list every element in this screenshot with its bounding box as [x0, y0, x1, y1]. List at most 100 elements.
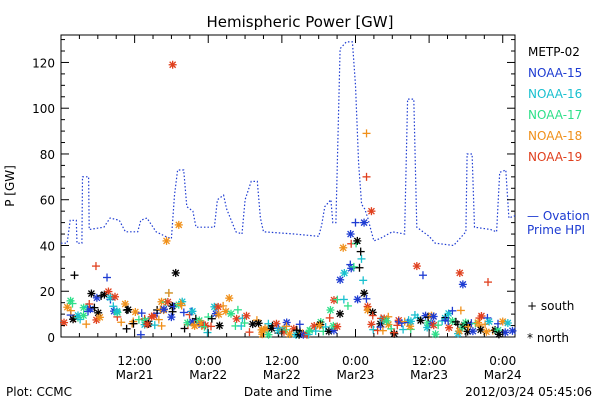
north-point: [336, 309, 345, 318]
south-point: [122, 324, 131, 333]
x-tick-time-label: 12:00: [117, 354, 152, 368]
north-point: [406, 317, 415, 326]
north-point: [382, 316, 391, 325]
north-point: [162, 236, 171, 245]
ovation-series: [61, 41, 516, 247]
south-point: [362, 294, 371, 303]
north-point: [412, 262, 421, 271]
north-point: [285, 330, 294, 339]
north-point: [346, 230, 355, 239]
south-point: [481, 320, 490, 329]
data-points: [60, 60, 517, 339]
south-point: [357, 254, 366, 263]
north-point: [86, 305, 95, 314]
north-point: [92, 293, 101, 302]
north-point: [431, 330, 440, 339]
x-tick-time-label: 12:00: [412, 354, 447, 368]
plot-frame: [60, 34, 516, 338]
south-point: [484, 278, 493, 287]
south-point: [76, 315, 85, 324]
south-point: [339, 295, 348, 304]
north-point: [131, 307, 140, 316]
south-point: [456, 306, 465, 315]
y-tick-label: 100: [32, 102, 55, 116]
south-marker-note: + south: [527, 299, 574, 313]
x-tick-time-label: 12:00: [265, 354, 300, 368]
south-point: [295, 320, 304, 329]
south-point: [368, 311, 377, 320]
north-point: [242, 311, 251, 320]
south-point: [90, 303, 99, 312]
south-point: [68, 299, 77, 308]
south-point: [136, 330, 145, 339]
north-point: [476, 325, 485, 334]
south-point: [164, 288, 173, 297]
y-tick-label: 60: [40, 194, 55, 208]
north-point: [305, 326, 314, 335]
south-point: [206, 322, 215, 331]
legend-entry: NOAA-18: [528, 129, 582, 143]
south-point: [91, 262, 100, 271]
south-point: [359, 276, 368, 285]
north-point: [353, 295, 362, 304]
north-point: [485, 317, 494, 326]
south-point: [117, 318, 126, 327]
north-point: [214, 310, 223, 319]
south-point: [70, 271, 79, 280]
north-point: [326, 306, 335, 315]
legend-entry: NOAA-16: [528, 87, 582, 101]
north-point: [100, 290, 109, 299]
y-tick-label: 0: [47, 331, 55, 345]
x-tick-time-label: 0:00: [195, 354, 222, 368]
south-point: [207, 314, 216, 323]
south-point: [85, 300, 94, 309]
south-point: [103, 273, 112, 282]
y-tick-label: 40: [40, 239, 55, 253]
south-point: [448, 306, 457, 315]
ovation-legend-label-2: Prime HPI: [527, 223, 585, 237]
north-point: [508, 326, 517, 335]
north-point: [468, 327, 477, 336]
south-point: [245, 328, 254, 337]
south-point: [389, 328, 398, 337]
north-point: [69, 315, 78, 324]
north-point: [360, 289, 369, 298]
south-point: [399, 325, 408, 334]
south-point: [343, 301, 352, 310]
south-point: [356, 247, 365, 256]
x-tick-time-label: 0:00: [342, 354, 369, 368]
x-tick-date-label: Mar24: [484, 368, 522, 382]
north-point: [79, 311, 88, 320]
south-point: [137, 309, 146, 318]
north-point: [174, 220, 183, 229]
south-point: [238, 314, 247, 323]
south-point: [393, 321, 402, 330]
legend-entry: NOAA-15: [528, 66, 582, 80]
north-point: [477, 312, 486, 321]
ovation-legend-label-1: — Ovation: [527, 209, 590, 223]
x-tick-date-label: Mar22: [263, 368, 301, 382]
north-point: [445, 323, 454, 332]
south-point: [434, 321, 443, 330]
north-point: [225, 294, 234, 303]
north-point: [482, 327, 491, 336]
y-tick-label: 120: [32, 56, 55, 70]
south-point: [233, 305, 242, 314]
north-point: [429, 312, 438, 321]
north-marker-note: * north: [527, 331, 569, 345]
north-point: [353, 236, 362, 245]
north-point: [340, 269, 349, 278]
north-point: [87, 289, 96, 298]
south-point: [424, 313, 433, 322]
north-point: [215, 321, 224, 330]
south-point: [129, 319, 138, 328]
north-point: [226, 309, 235, 318]
north-point: [448, 317, 457, 326]
legend-entry: NOAA-19: [528, 150, 582, 164]
north-point: [360, 218, 369, 227]
north-point: [503, 319, 512, 328]
north-point: [264, 330, 273, 339]
chart-title: Hemispheric Power [GW]: [207, 13, 394, 31]
y-tick-label: 20: [40, 285, 55, 299]
legend-entry: NOAA-17: [528, 108, 582, 122]
